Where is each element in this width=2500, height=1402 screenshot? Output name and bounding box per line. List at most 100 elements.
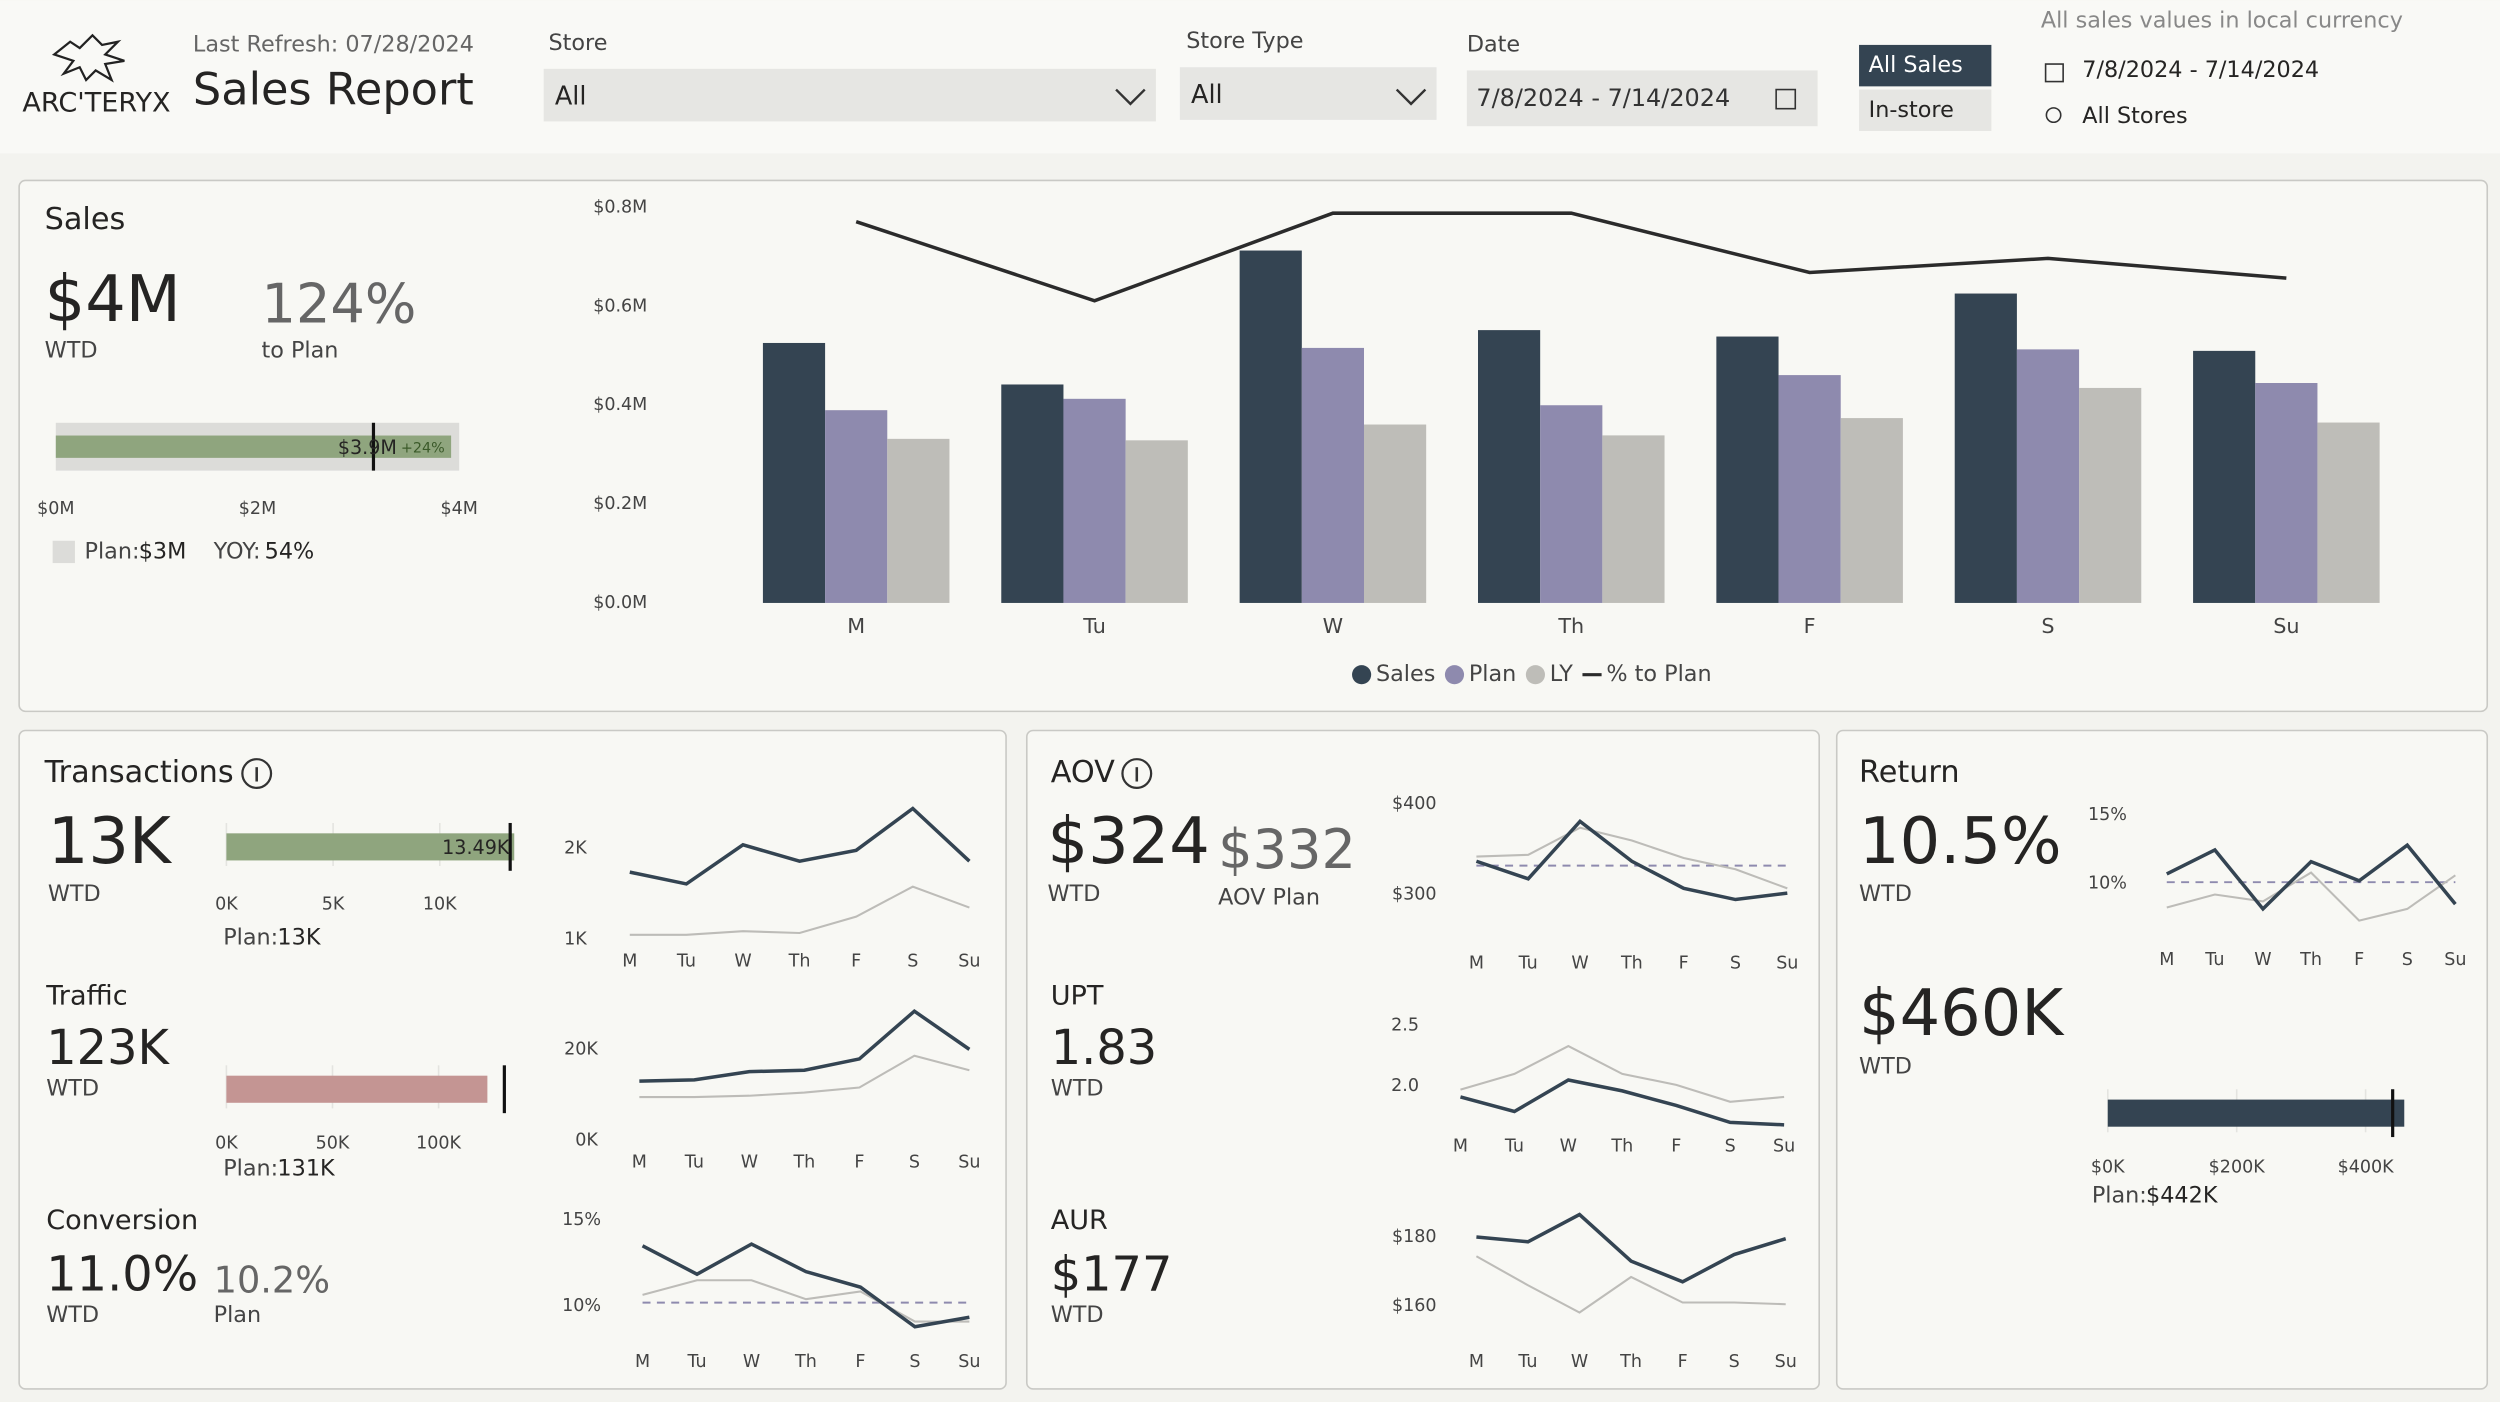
calendar-icon[interactable] <box>1775 88 1797 110</box>
refresh-date: Last Refresh: 07/28/2024 <box>193 31 474 57</box>
sales-toggle[interactable]: All Sales In-store <box>1859 44 1992 132</box>
bar <box>1301 347 1364 603</box>
line <box>629 885 970 936</box>
toggle-active[interactable] <box>1859 44 1992 87</box>
x-tick-label: 10K <box>423 894 457 914</box>
y-tick-label: $0.2M <box>593 494 647 514</box>
y-tick-label: $400 <box>1392 794 1437 814</box>
kpi-value: 123K <box>46 1021 170 1076</box>
bar <box>762 342 826 603</box>
x-tick-label: M <box>1469 1352 1484 1372</box>
x-tick-label: Tu <box>2204 950 2224 970</box>
kpi-value: 11.0% <box>46 1247 198 1302</box>
line <box>1475 1255 1786 1314</box>
x-tick-label: $0M <box>37 499 74 519</box>
x-tick-label: 50K <box>316 1133 350 1153</box>
bullet-bar <box>226 833 515 861</box>
x-tick-label: $400K <box>2338 1157 2395 1177</box>
x-tick-label: 5K <box>322 894 345 914</box>
y-tick-label: $0.0M <box>593 593 647 613</box>
store-type-dropdown[interactable]: All <box>1179 67 1437 120</box>
x-tick-label: W <box>1560 1137 1577 1157</box>
x-tick-label: F <box>851 952 861 972</box>
line <box>1460 1044 1785 1103</box>
yoy-label: YOY: <box>213 538 261 564</box>
y-tick-label: $300 <box>1392 885 1437 905</box>
kpi-label: WTD <box>1859 1053 1912 1079</box>
line <box>641 1242 970 1329</box>
kpi-value: $324 <box>1048 805 1210 879</box>
metric-title: AUR <box>1051 1205 1108 1236</box>
legend-label: Plan <box>1469 661 1516 687</box>
x-tick-label: S <box>909 1352 920 1372</box>
bar <box>1477 330 1541 603</box>
toggle-option[interactable]: All Sales <box>1869 52 1963 78</box>
x-tick-label: F <box>1679 953 1689 973</box>
x-tick-label: S <box>1730 953 1741 973</box>
line <box>1476 1212 1787 1284</box>
x-tick-label: F <box>1671 1137 1681 1157</box>
x-tick-label: F <box>855 1352 865 1372</box>
kpi-value: $4M <box>45 263 181 337</box>
x-tick-label: M <box>2159 950 2174 970</box>
x-tick-label: Th <box>1619 1352 1642 1372</box>
pin-icon <box>2045 107 2062 124</box>
legend-swatch <box>1444 665 1465 685</box>
date-picker[interactable]: 7/8/2024 - 7/14/2024 <box>1466 70 1818 127</box>
dropdown-box[interactable] <box>543 68 1156 122</box>
x-tick-label: W <box>1323 614 1344 638</box>
chevron[interactable] <box>1395 88 1427 106</box>
bar <box>1716 336 1779 603</box>
x-tick-label: Su <box>958 952 980 972</box>
info-icon[interactable] <box>241 758 273 790</box>
x-tick-label: Tu <box>1082 614 1106 638</box>
kpi-value: $460K <box>1859 977 2065 1051</box>
kpi-label: WTD <box>46 1076 99 1102</box>
dropdown-box[interactable] <box>1179 67 1437 120</box>
filter-label: Store <box>548 30 607 56</box>
x-tick-label: W <box>741 1153 758 1173</box>
bar <box>1778 375 1841 603</box>
logo: ARC'TERYX <box>22 33 171 118</box>
x-tick-label: Tu <box>1518 953 1538 973</box>
filter-label: Store Type <box>1186 28 1303 54</box>
info-icon[interactable] <box>1121 758 1153 790</box>
y-tick-label: 20K <box>564 1039 598 1059</box>
dropdown-value[interactable]: All <box>555 82 587 112</box>
toggle-inactive[interactable] <box>1859 89 1992 132</box>
logo-mark <box>51 33 125 83</box>
report-title: Sales Report <box>193 64 474 116</box>
kpi-label: WTD <box>1051 1302 1104 1328</box>
line <box>2165 842 2457 912</box>
kpi-value: 124% <box>261 273 416 336</box>
store-dropdown[interactable]: All <box>543 68 1156 122</box>
date-value[interactable]: 7/8/2024 - 7/14/2024 <box>1476 84 1730 112</box>
bar <box>1840 418 1903 603</box>
x-tick-label: 100K <box>416 1133 461 1153</box>
kpi-label: WTD <box>48 881 101 907</box>
kpi-value: $177 <box>1051 1247 1173 1302</box>
panel-title: Transactions <box>44 755 234 790</box>
panel-title: Return <box>1859 755 1959 790</box>
date-box[interactable] <box>1466 70 1818 127</box>
y-tick-label: $0.4M <box>593 395 647 415</box>
x-tick-label: S <box>1725 1137 1736 1157</box>
x-tick-label: W <box>743 1352 760 1372</box>
context-stores: All Stores <box>2082 103 2187 129</box>
x-tick-label: Su <box>1776 953 1798 973</box>
line <box>639 1054 970 1099</box>
plan-value: $332 <box>1218 818 1356 881</box>
bar <box>2193 350 2256 603</box>
plan-label: Plan: <box>223 924 278 950</box>
yoy-value: 54% <box>265 538 315 564</box>
dropdown-value[interactable]: All <box>1191 80 1223 110</box>
bar <box>825 410 888 603</box>
x-tick-label: F <box>1678 1352 1688 1372</box>
y-tick-label: 15% <box>562 1210 601 1230</box>
bar <box>1540 405 1603 603</box>
x-tick-label: Tu <box>676 952 696 972</box>
bar <box>1001 384 1064 603</box>
chevron[interactable] <box>1115 88 1146 106</box>
toggle-option[interactable]: In-store <box>1869 97 1954 123</box>
